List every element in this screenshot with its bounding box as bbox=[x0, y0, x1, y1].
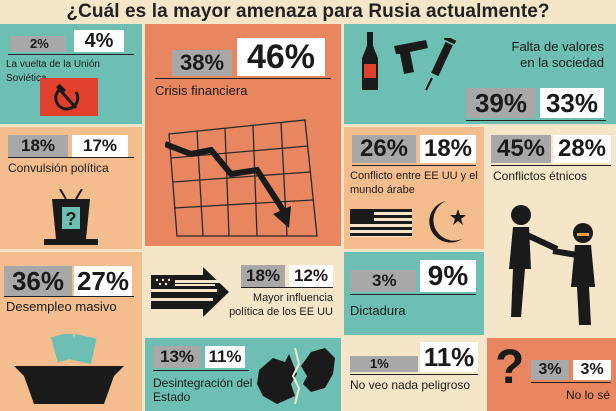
us-flag-arrow-icon bbox=[151, 267, 229, 317]
bottle-icon bbox=[358, 32, 382, 92]
divider bbox=[8, 54, 134, 55]
divider bbox=[491, 165, 611, 166]
divider bbox=[155, 78, 331, 79]
percent-white: 27% bbox=[74, 266, 132, 296]
panel-no-veo-nada: 1% 11% No veo nada peligroso bbox=[344, 338, 484, 411]
percent-gray: 18% bbox=[241, 265, 285, 287]
percent-gray: 36% bbox=[4, 266, 72, 296]
percent-gray: 3% bbox=[531, 360, 569, 380]
divider bbox=[8, 157, 134, 158]
fighting-figures-icon bbox=[491, 197, 613, 327]
panel-conflicto-eeuu-arabe: 26% 18% Conflicto entre EE UU y el mundo… bbox=[344, 127, 484, 249]
divider bbox=[153, 370, 249, 371]
panel-desintegracion: 13% 11% Desintegración del Estado bbox=[145, 338, 341, 411]
percent-white: 17% bbox=[72, 135, 128, 157]
panel-label-line2: política de los EE UU bbox=[229, 306, 333, 318]
panel-label: Crisis financiera bbox=[155, 83, 248, 98]
panel-label: No veo nada peligroso bbox=[350, 378, 471, 392]
us-flag-icon bbox=[350, 209, 412, 237]
divider bbox=[350, 374, 478, 375]
percent-gray: 2% bbox=[10, 36, 66, 52]
panel-influencia-eeuu: 18% 12% Mayor influencia política de los… bbox=[145, 249, 341, 335]
percent-gray: 38% bbox=[172, 50, 232, 76]
panel-label: No lo sé bbox=[565, 388, 610, 402]
divider bbox=[241, 287, 333, 288]
svg-text:?: ? bbox=[66, 209, 77, 229]
percent-white: 12% bbox=[289, 265, 333, 287]
percent-white: 3% bbox=[573, 360, 611, 380]
percent-gray: 13% bbox=[153, 346, 201, 368]
page-title: ¿Cuál es la mayor amenaza para Rusia act… bbox=[66, 1, 550, 22]
panel-label: Dictadura bbox=[350, 303, 406, 318]
percent-white: 46% bbox=[237, 38, 325, 76]
divider bbox=[4, 296, 134, 297]
divider bbox=[352, 165, 476, 166]
panel-label-line1: Desintegración del bbox=[153, 376, 253, 390]
percent-white: 4% bbox=[74, 30, 124, 52]
divider bbox=[466, 120, 606, 121]
percent-white: 9% bbox=[420, 260, 476, 292]
panel-label-line1: Falta de valores bbox=[511, 39, 605, 54]
syringe-icon bbox=[424, 35, 460, 92]
percent-gray: 45% bbox=[491, 135, 551, 163]
percent-white: 11% bbox=[205, 346, 245, 368]
divider bbox=[350, 294, 476, 295]
empty-bowl-icon bbox=[14, 331, 124, 404]
panel-dictadura: 3% 9% Dictadura bbox=[344, 252, 484, 335]
panel-label-line2: Estado bbox=[153, 390, 191, 404]
panel-label-line2: mundo árabe bbox=[350, 184, 415, 196]
panel-no-lo-se: ? 3% 3% No lo sé bbox=[487, 338, 616, 411]
percent-white: 11% bbox=[420, 342, 478, 372]
percent-gray: 39% bbox=[466, 88, 536, 118]
percent-gray: 1% bbox=[350, 356, 418, 372]
panel-label-line2: en la sociedad bbox=[520, 55, 604, 70]
falling-chart-icon bbox=[163, 114, 321, 240]
panel-desempleo-masivo: 36% 27% Desempleo masivo bbox=[0, 252, 142, 411]
panel-label: Convulsión política bbox=[8, 161, 109, 175]
percent-gray: 3% bbox=[350, 270, 416, 292]
panel-label: La vuelta de la Unión Soviética bbox=[6, 59, 100, 84]
hammer-sickle-icon bbox=[40, 78, 98, 116]
panel-label-line1: Mayor influencia bbox=[252, 292, 333, 304]
percent-white: 18% bbox=[420, 135, 476, 163]
crescent-star-icon bbox=[422, 199, 472, 245]
panel-label: Desempleo masivo bbox=[6, 299, 117, 314]
percent-white: 28% bbox=[553, 135, 611, 163]
panel-union-sovietica: 2% 4% La vuelta de la Unión Soviética bbox=[0, 24, 142, 124]
percent-gray: 26% bbox=[352, 135, 416, 163]
divider bbox=[531, 382, 611, 383]
panel-crisis-financiera: 38% 46% Crisis financiera bbox=[145, 24, 341, 246]
panel-convulsion-politica: 18% 17% Convulsión política ? bbox=[0, 127, 142, 249]
panel-falta-valores: Falta de valores en la sociedad 39% 33% bbox=[344, 24, 616, 124]
broken-map-icon bbox=[255, 344, 337, 408]
pistol-icon bbox=[392, 38, 432, 84]
panel-label-line1: Conflicto entre EE UU y el bbox=[350, 170, 478, 182]
panel-label: Conflictos étnicos bbox=[493, 169, 588, 183]
question-mark-icon: ? bbox=[495, 341, 525, 394]
podium-question-icon: ? bbox=[40, 188, 102, 247]
percent-gray: 18% bbox=[8, 135, 68, 157]
percent-white: 33% bbox=[540, 88, 604, 118]
